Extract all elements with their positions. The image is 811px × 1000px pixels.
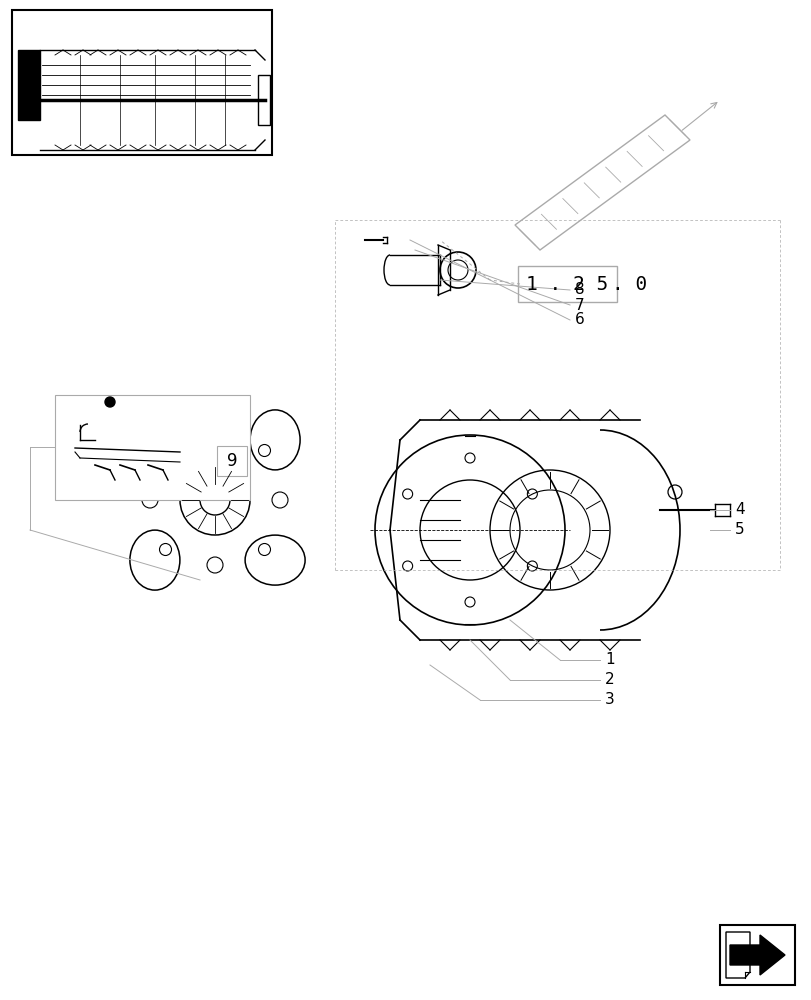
Bar <box>18 50 40 120</box>
Text: 3: 3 <box>604 692 614 708</box>
Text: 2: 2 <box>604 672 614 688</box>
FancyBboxPatch shape <box>517 266 616 302</box>
FancyBboxPatch shape <box>217 446 247 476</box>
Bar <box>258 75 270 125</box>
Circle shape <box>105 397 115 407</box>
Text: 1 . 2 5: 1 . 2 5 <box>526 274 607 294</box>
FancyBboxPatch shape <box>719 925 794 985</box>
Polygon shape <box>729 935 784 975</box>
Text: 9: 9 <box>226 452 237 470</box>
Text: 1: 1 <box>604 652 614 668</box>
Text: 7: 7 <box>574 298 584 312</box>
FancyBboxPatch shape <box>12 10 272 155</box>
Text: . 0: . 0 <box>611 274 647 294</box>
Text: 6: 6 <box>574 312 584 328</box>
Text: 8: 8 <box>574 282 584 298</box>
Text: 5: 5 <box>734 522 744 538</box>
Text: 4: 4 <box>734 502 744 518</box>
FancyBboxPatch shape <box>55 395 250 500</box>
